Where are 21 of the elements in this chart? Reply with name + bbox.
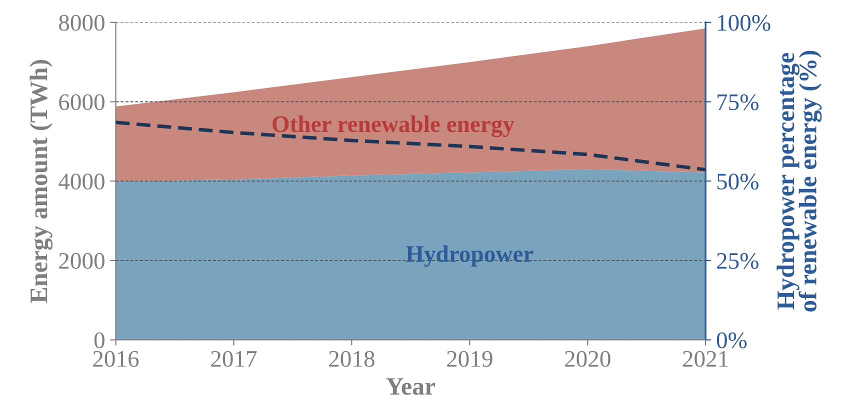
y-tick-label: 4000 [58, 174, 104, 190]
x-tick-label: 2020 [565, 350, 610, 367]
y2-tick-label: 0% [716, 332, 747, 348]
y-tick-label: 6000 [59, 94, 104, 110]
x-tick-label: 2017 [211, 350, 257, 367]
series-label: Other renewable energy [272, 116, 514, 138]
y-tick-label: 0 [94, 332, 104, 348]
y2-tick-label: 50% [717, 174, 758, 190]
x-tick-label: 2021 [683, 350, 728, 367]
x-tick-label: 2016 [93, 350, 139, 367]
x-axis-title: Year [386, 378, 436, 395]
y-tick-label: 8000 [59, 14, 104, 31]
x-tick-label: 2018 [329, 350, 374, 367]
y-axis-title: Energy amount (TWh) [30, 60, 53, 303]
x-tick-label: 2019 [447, 350, 492, 367]
y2-axis-title: Hydropower percentage of renewable energy (%) [776, 50, 822, 312]
y2-tick-label: 75% [718, 94, 758, 110]
series-label: Hydropower [406, 245, 534, 267]
y2-tick-label: 25% [717, 252, 758, 269]
y-tick-label: 2000 [59, 252, 104, 269]
y2-tick-label: 100% [718, 14, 770, 31]
